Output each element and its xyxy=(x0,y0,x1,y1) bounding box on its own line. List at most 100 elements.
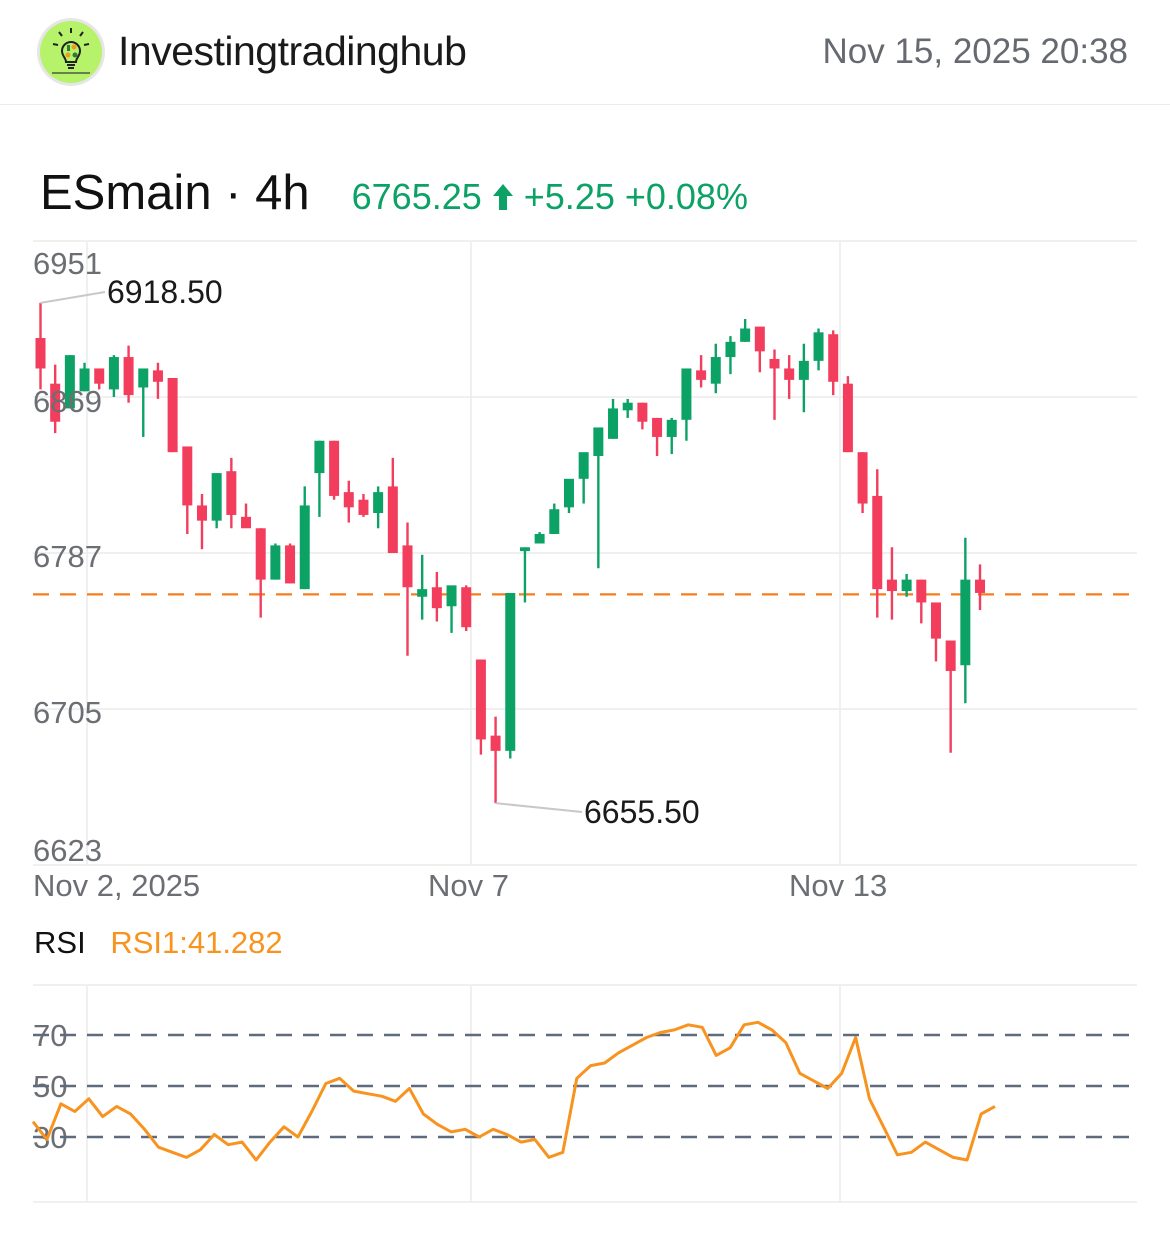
candle-body xyxy=(417,589,428,597)
candle xyxy=(886,547,897,620)
candle-body xyxy=(872,495,883,590)
brand-name: Investingtradinghub xyxy=(118,28,467,74)
candle xyxy=(696,355,707,388)
candle xyxy=(241,503,252,529)
candle-body xyxy=(975,579,986,593)
candle-body xyxy=(901,579,912,592)
candle xyxy=(50,364,61,434)
candle xyxy=(652,417,663,456)
candle-body xyxy=(784,368,795,380)
candle-body xyxy=(549,509,560,534)
candle-body xyxy=(725,341,736,358)
candle xyxy=(769,349,780,420)
candle-body xyxy=(798,360,809,380)
rsi-title: RSI xyxy=(34,925,86,960)
candle xyxy=(519,547,530,603)
candle-body xyxy=(138,368,149,388)
candle xyxy=(431,572,442,622)
candle-body xyxy=(108,357,119,390)
candle-body xyxy=(373,492,384,514)
candle-body xyxy=(754,326,765,352)
candle-body xyxy=(490,735,501,751)
candle-body xyxy=(167,377,178,453)
candle xyxy=(182,446,193,534)
candle xyxy=(402,522,413,656)
candle-body xyxy=(886,579,897,592)
candle-body xyxy=(314,440,325,474)
x-axis-label: Nov 2, 2025 xyxy=(33,868,200,903)
y-axis-label: 6869 xyxy=(33,384,102,419)
candle-body xyxy=(710,357,721,384)
candle-body xyxy=(270,545,281,580)
candle xyxy=(152,362,163,399)
candle-body xyxy=(182,446,193,506)
candle-body xyxy=(461,587,472,628)
lightbulb-logo-icon[interactable] xyxy=(40,21,102,83)
candle-body xyxy=(329,440,340,496)
candle xyxy=(167,377,178,453)
candle-body xyxy=(593,427,604,456)
candle xyxy=(79,362,90,392)
candle xyxy=(446,585,457,633)
arrow-up-icon xyxy=(492,178,514,210)
candle xyxy=(960,537,971,704)
candle-body xyxy=(857,452,868,504)
candle xyxy=(270,543,281,580)
rsi-line xyxy=(31,1020,996,1162)
candle xyxy=(138,368,149,437)
candle xyxy=(343,480,354,523)
low-annotation: 6655.50 xyxy=(584,794,700,830)
candle xyxy=(505,592,516,759)
candle xyxy=(784,355,795,399)
y-axis-label: 6705 xyxy=(33,695,102,730)
candle-body xyxy=(211,473,222,521)
candle-body xyxy=(945,640,956,671)
candle-body xyxy=(431,587,442,609)
candle-body xyxy=(622,402,633,411)
candle-body xyxy=(358,499,369,515)
candle-body xyxy=(285,545,296,584)
candle-body xyxy=(35,338,46,369)
candle xyxy=(842,376,853,453)
candle xyxy=(930,602,941,662)
candle xyxy=(578,452,589,504)
candle xyxy=(490,716,501,804)
candle xyxy=(725,336,736,375)
candle-body xyxy=(299,505,310,590)
candle-body xyxy=(50,383,61,422)
candle xyxy=(813,328,824,371)
candle xyxy=(828,330,839,396)
candle xyxy=(329,440,340,500)
rsi-value: RSI1:41.282 xyxy=(110,925,283,960)
candle xyxy=(798,343,809,413)
candle-body xyxy=(534,533,545,544)
candle-body xyxy=(930,602,941,639)
candle xyxy=(417,554,428,620)
symbol-label: ESmain · 4h xyxy=(40,166,310,220)
timestamp: Nov 15, 2025 20:38 xyxy=(822,32,1128,71)
candle xyxy=(255,528,266,618)
x-axis-label: Nov 7 xyxy=(428,868,509,903)
candle xyxy=(285,543,296,584)
candle-body xyxy=(446,585,457,607)
candle-body xyxy=(740,328,751,342)
top-bar: Investingtradinghub Nov 15, 2025 20:38 xyxy=(0,0,1170,105)
candle xyxy=(108,355,119,397)
y-axis-label: 6951 xyxy=(33,246,102,281)
candle xyxy=(211,473,222,529)
candle xyxy=(64,355,75,409)
candle-body xyxy=(196,505,207,521)
candle xyxy=(945,640,956,753)
candle xyxy=(387,457,398,553)
candle xyxy=(123,345,134,403)
price-change-percent: +0.08% xyxy=(624,176,748,217)
candle xyxy=(901,573,912,597)
low-annotation-leader xyxy=(495,802,583,813)
candle xyxy=(299,486,310,590)
candle xyxy=(196,494,207,550)
candle-body xyxy=(666,419,677,437)
candle-body xyxy=(226,471,237,515)
candle-body xyxy=(652,417,663,437)
